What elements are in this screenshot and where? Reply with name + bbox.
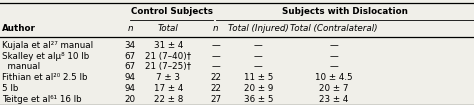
Text: 20: 20 — [125, 95, 136, 104]
Text: Kujala et al²⁷ manual: Kujala et al²⁷ manual — [2, 41, 93, 50]
Text: 36 ± 5: 36 ± 5 — [244, 95, 273, 104]
Text: 27: 27 — [210, 95, 221, 104]
Text: —: — — [254, 62, 263, 71]
Text: 20 ± 7: 20 ± 7 — [319, 84, 349, 93]
Text: manual: manual — [2, 62, 40, 71]
Text: 22: 22 — [210, 73, 221, 82]
Text: 22 ± 8: 22 ± 8 — [154, 95, 183, 104]
Text: 21 (7–25)†: 21 (7–25)† — [145, 62, 191, 71]
Text: Total (Injured): Total (Injured) — [228, 24, 289, 33]
Text: 23 ± 4: 23 ± 4 — [319, 95, 349, 104]
Text: Total: Total — [158, 24, 179, 33]
Text: 5 lb: 5 lb — [2, 84, 18, 93]
Text: Fithian et al²⁰ 2.5 lb: Fithian et al²⁰ 2.5 lb — [2, 73, 87, 82]
Text: Control Subjects: Control Subjects — [131, 7, 213, 16]
Text: n: n — [213, 24, 219, 33]
Text: —: — — [254, 52, 263, 61]
Text: —: — — [330, 41, 338, 50]
Text: n: n — [128, 24, 133, 33]
Text: 34: 34 — [125, 41, 136, 50]
Text: —: — — [211, 52, 220, 61]
Text: 67: 67 — [125, 62, 136, 71]
Text: 22: 22 — [210, 84, 221, 93]
Text: —: — — [254, 41, 263, 50]
Text: 67: 67 — [125, 52, 136, 61]
Text: Subjects with Dislocation: Subjects with Dislocation — [282, 7, 408, 16]
Text: —: — — [330, 62, 338, 71]
Text: Skalley et alµ⁸ 10 lb: Skalley et alµ⁸ 10 lb — [2, 52, 89, 61]
Text: —: — — [211, 41, 220, 50]
Text: 20 ± 9: 20 ± 9 — [244, 84, 273, 93]
Text: 17 ± 4: 17 ± 4 — [154, 84, 183, 93]
Text: 31 ± 4: 31 ± 4 — [154, 41, 183, 50]
Text: Total (Contralateral): Total (Contralateral) — [291, 24, 378, 33]
Text: 7 ± 3: 7 ± 3 — [156, 73, 180, 82]
Text: 11 ± 5: 11 ± 5 — [244, 73, 273, 82]
Text: 21 (7–40)†: 21 (7–40)† — [145, 52, 191, 61]
Text: 94: 94 — [125, 84, 136, 93]
Text: 94: 94 — [125, 73, 136, 82]
Text: —: — — [330, 52, 338, 61]
Text: 10 ± 4.5: 10 ± 4.5 — [315, 73, 353, 82]
Text: —: — — [211, 62, 220, 71]
Text: Author: Author — [2, 24, 36, 33]
Text: Teitge et al⁶¹ 16 lb: Teitge et al⁶¹ 16 lb — [2, 95, 82, 104]
